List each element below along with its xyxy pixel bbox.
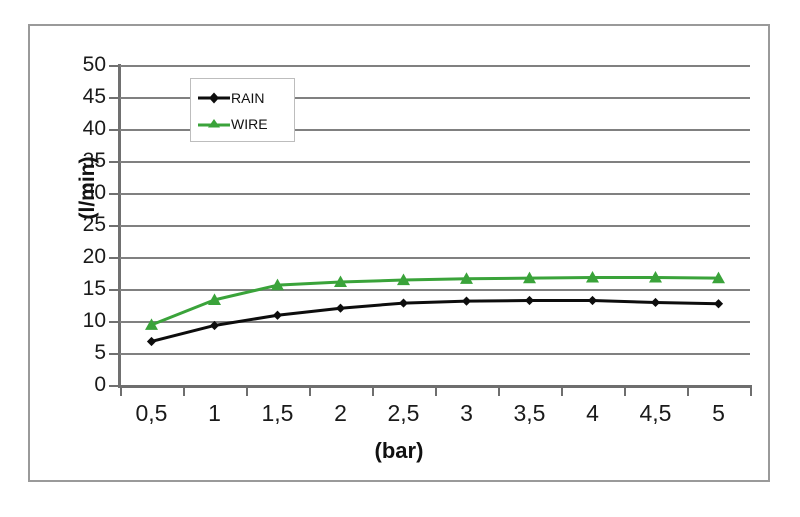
- y-axis-tick: [109, 65, 118, 67]
- y-axis-tick-label: 30: [82, 181, 106, 204]
- gridline: [120, 65, 750, 67]
- legend-label-rain: RAIN: [231, 90, 265, 106]
- x-axis-tick-label: 3,5: [513, 400, 546, 426]
- data-point-rain: [650, 297, 661, 308]
- data-point-rain: [335, 303, 346, 313]
- y-axis-tick: [109, 97, 118, 99]
- gridline: [120, 257, 750, 259]
- data-point-wire: [397, 273, 410, 286]
- legend-item-rain[interactable]: RAIN: [197, 85, 294, 111]
- y-axis-tick: [109, 385, 118, 387]
- data-point-wire: [460, 272, 473, 284]
- legend-label-wire: WIRE: [231, 116, 268, 132]
- y-axis-tick-label: 0: [94, 373, 106, 396]
- y-axis-tick: [109, 161, 118, 163]
- gridline: [120, 161, 750, 163]
- x-axis-tick: [120, 385, 122, 396]
- data-point-rain: [524, 295, 535, 306]
- y-axis-tick-label: 40: [82, 117, 106, 140]
- data-point-wire: [523, 271, 536, 284]
- chart-legend: RAIN WIRE: [190, 78, 295, 142]
- x-axis-tick: [624, 385, 626, 396]
- x-axis-tick: [561, 385, 563, 396]
- data-point-rain: [587, 295, 598, 306]
- y-axis-tick-label: 5: [94, 341, 106, 364]
- data-point-wire: [145, 318, 158, 330]
- y-axis-tick-label: 20: [82, 245, 106, 268]
- data-point-rain: [146, 336, 157, 347]
- x-axis-tick-label: 1: [208, 400, 221, 426]
- gridline: [120, 289, 750, 291]
- data-point-wire: [334, 275, 347, 288]
- chart-root: (l/min) 50 45 40 35 30 25 20 15 10 5 0 (bar) RAIN: [30, 26, 768, 480]
- gridline: [120, 129, 750, 131]
- x-axis-tick: [750, 385, 752, 396]
- y-axis-tick-label: 15: [82, 277, 106, 300]
- data-point-wire: [649, 270, 662, 283]
- x-axis-tick-label: 0,5: [135, 400, 168, 426]
- gridline: [120, 225, 750, 227]
- series-line-rain: [151, 299, 719, 343]
- data-series-layer: [145, 270, 725, 347]
- y-axis-tick-label: 25: [82, 213, 106, 236]
- y-axis-tick: [109, 257, 118, 259]
- data-point-rain: [461, 296, 472, 306]
- data-point-rain: [272, 310, 283, 320]
- x-axis-tick: [498, 385, 500, 396]
- data-point-wire: [712, 271, 725, 284]
- y-axis-tick-label: 10: [82, 309, 106, 332]
- gridline: [120, 97, 750, 99]
- legend-swatch-rain: [197, 90, 231, 106]
- x-axis-tick-label: 4: [586, 400, 599, 426]
- x-axis-tick-label: 2,5: [387, 400, 420, 426]
- y-axis-tick: [109, 193, 118, 195]
- y-axis-tick: [109, 225, 118, 227]
- data-point-wire: [208, 293, 221, 305]
- legend-swatch-wire: [197, 116, 231, 132]
- chart-panel: (l/min) 50 45 40 35 30 25 20 15 10 5 0 (bar) RAIN: [28, 24, 770, 482]
- x-axis-tick: [183, 385, 185, 396]
- x-axis-tick: [246, 385, 248, 396]
- x-axis-tick: [435, 385, 437, 396]
- y-axis-tick: [109, 129, 118, 131]
- gridline: [120, 321, 750, 323]
- gridline: [120, 193, 750, 195]
- data-point-rain: [209, 320, 220, 331]
- data-point-wire: [271, 278, 284, 291]
- y-axis-tick-label: 45: [82, 85, 106, 108]
- x-axis-tick-label: 5: [712, 400, 725, 426]
- y-axis-tick-labels: 50 45 40 35 30 25 20 15 10 5 0: [44, 26, 106, 480]
- y-axis-tick: [109, 289, 118, 291]
- y-axis-tick-label: 35: [82, 149, 106, 172]
- y-axis-line: [118, 64, 121, 388]
- data-point-rain: [713, 299, 724, 309]
- y-axis-tick-label: 50: [82, 53, 106, 76]
- x-axis-tick-label: 4,5: [639, 400, 672, 426]
- x-axis-title: (bar): [374, 438, 424, 463]
- x-axis-tick-label: 2: [334, 400, 347, 426]
- y-axis-tick: [109, 353, 118, 355]
- gridline: [120, 353, 750, 355]
- series-line-wire: [150, 275, 719, 327]
- legend-item-wire[interactable]: WIRE: [197, 111, 294, 137]
- y-axis-tick: [109, 321, 118, 323]
- x-axis-tick-label: 1,5: [261, 400, 294, 426]
- x-axis-tick: [309, 385, 311, 396]
- x-axis-tick: [372, 385, 374, 396]
- data-point-rain: [398, 298, 409, 308]
- x-axis-tick: [687, 385, 689, 396]
- data-point-wire: [586, 270, 599, 283]
- x-axis-tick-label: 3: [460, 400, 473, 426]
